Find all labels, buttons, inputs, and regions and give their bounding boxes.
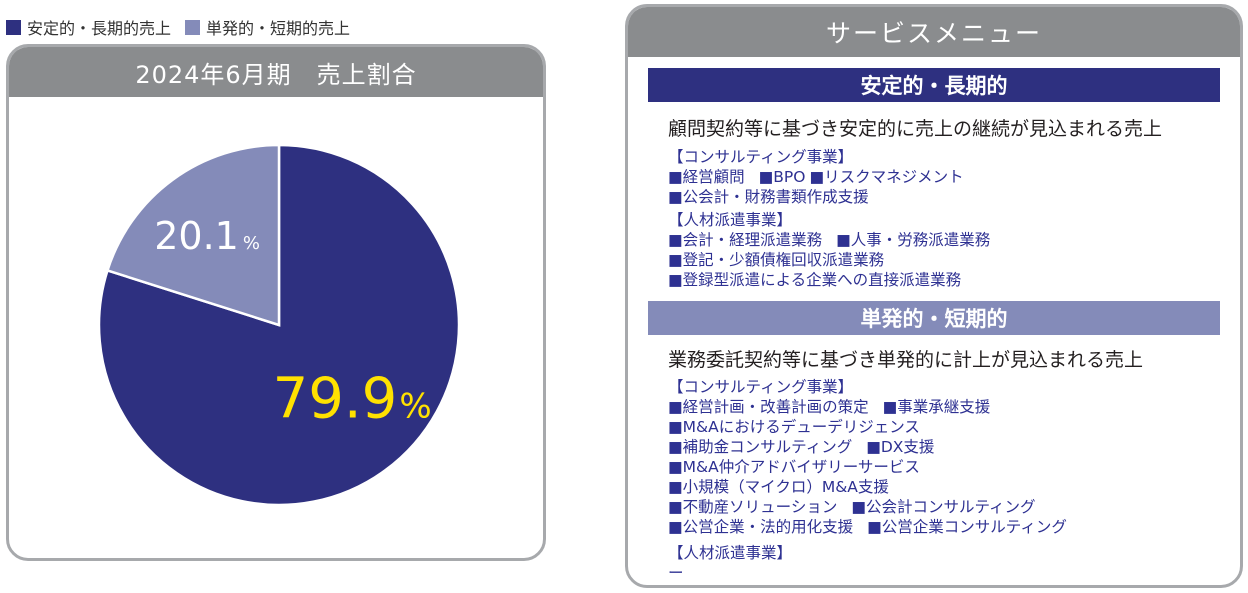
service-item: ■BPO	[758, 168, 806, 186]
legend-item-stable: 安定的・長期的売上	[6, 15, 171, 39]
service-item: ■リスクマネジメント	[809, 168, 964, 186]
service-item: ■登記・少額債権回収派遣業務	[668, 251, 885, 269]
section-description-oneoff: 業務委託契約等に基づき単発的に計上が見込まれる売上	[668, 349, 1144, 371]
service-menu-panel: サービスメニュー 安定的・長期的 顧問契約等に基づき安定的に売上の継続が見込まれ…	[625, 4, 1243, 588]
service-menu-title: サービスメニュー	[628, 7, 1240, 57]
list-item-line: ■会計・経理派遣業務 ■人事・労務派遣業務	[668, 230, 1004, 250]
service-item: ■M&A仲介アドバイザリーサービス	[668, 458, 920, 476]
list-item-line: ■経営顧問 ■BPO ■リスクマネジメント	[668, 167, 978, 187]
service-item: ■人事・労務派遣業務	[836, 231, 991, 249]
pie-data-label: 20.1%	[154, 214, 260, 258]
service-item: ■経営計画・改善計画の策定	[668, 398, 869, 416]
pie-data-label: 79.9%	[273, 367, 432, 432]
service-item: ■公営企業コンサルティング	[867, 518, 1067, 536]
service-item: ■M&Aにおけるデューデリジェンス	[668, 418, 920, 436]
section-description-stable: 顧問契約等に基づき安定的に売上の継続が見込まれる売上	[668, 118, 1163, 140]
service-group-staffing-oneoff: 【人材派遣事業】 ー	[668, 543, 792, 583]
list-item-line: ■M&Aにおけるデューデリジェンス	[668, 417, 1081, 437]
chart-panel: 2024年6月期 売上割合 79.9% 20.1%	[6, 44, 546, 561]
legend-label-oneoff: 単発的・短期的売上	[206, 19, 351, 38]
legend-swatch-stable	[6, 19, 21, 35]
service-item: ■公営企業・法的用化支援	[668, 518, 854, 536]
service-item: ■登録型派遣による企業への直接派遣業務	[668, 271, 962, 289]
pie-chart: 79.9% 20.1%	[97, 143, 461, 507]
group-title: 【コンサルティング事業】	[668, 148, 854, 166]
service-item: ■経営顧問	[668, 168, 745, 186]
service-item: ■公会計コンサルティング	[851, 498, 1036, 516]
list-item-line: ■登記・少額債権回収派遣業務	[668, 250, 1004, 270]
group-title: 【コンサルティング事業】	[668, 378, 854, 396]
list-item-line: ■公営企業・法的用化支援 ■公営企業コンサルティング	[668, 517, 1081, 537]
section-heading-stable: 安定的・長期的	[648, 68, 1220, 102]
service-group-consulting-stable: 【コンサルティング事業】 ■経営顧問 ■BPO ■リスクマネジメント ■公会計・財務…	[668, 147, 978, 207]
list-item-line: ■補助金コンサルティング ■DX支援	[668, 437, 1081, 457]
service-item: ■事業承継支援	[882, 398, 991, 416]
list-item-line: ■M&A仲介アドバイザリーサービス	[668, 457, 1081, 477]
service-item: ■会計・経理派遣業務	[668, 231, 823, 249]
legend-item-oneoff: 単発的・短期的売上	[185, 15, 350, 39]
list-item-line: ー	[668, 563, 792, 583]
service-item: ■小規模（マイクロ）M&A支援	[668, 478, 889, 496]
pie-slice-stable	[97, 143, 461, 507]
service-item: ー	[668, 564, 684, 582]
list-item-line: ■登録型派遣による企業への直接派遣業務	[668, 270, 1004, 290]
list-item-line: ■経営計画・改善計画の策定 ■事業承継支援	[668, 397, 1081, 417]
service-item: ■補助金コンサルティング	[668, 438, 853, 456]
list-item-line: ■小規模（マイクロ）M&A支援	[668, 477, 1081, 497]
service-item: ■不動産ソリューション	[668, 498, 838, 516]
chart-legend: 安定的・長期的売上 単発的・短期的売上	[6, 16, 364, 38]
service-item: ■DX支援	[866, 438, 935, 456]
service-group-staffing-stable: 【人材派遣事業】 ■会計・経理派遣業務 ■人事・労務派遣業務 ■登記・少額債権回収…	[668, 210, 1004, 290]
service-group-consulting-oneoff: 【コンサルティング事業】 ■経営計画・改善計画の策定 ■事業承継支援 ■M&Aにお…	[668, 377, 1081, 537]
list-item-line: ■公会計・財務書類作成支援	[668, 187, 978, 207]
group-title: 【人材派遣事業】	[668, 544, 793, 562]
legend-label-stable: 安定的・長期的売上	[27, 19, 172, 38]
chart-title: 2024年6月期 売上割合	[9, 47, 543, 97]
section-heading-oneoff: 単発的・短期的	[648, 301, 1220, 335]
legend-swatch-oneoff	[185, 19, 201, 35]
group-title: 【人材派遣事業】	[668, 211, 793, 229]
service-item: ■公会計・財務書類作成支援	[668, 188, 869, 206]
pie-slice-oneoff	[105, 143, 281, 327]
list-item-line: ■不動産ソリューション ■公会計コンサルティング	[668, 497, 1081, 517]
